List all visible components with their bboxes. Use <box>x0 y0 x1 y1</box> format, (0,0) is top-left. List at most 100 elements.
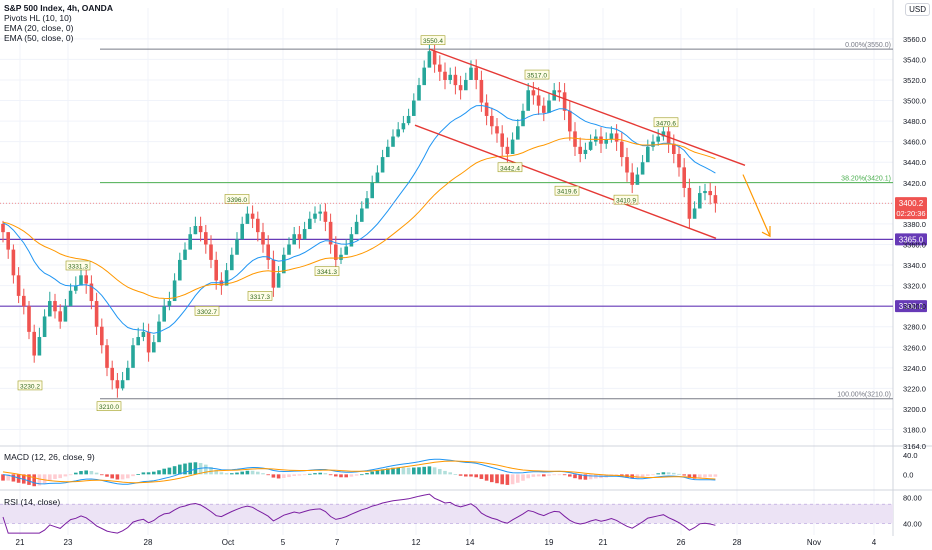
price-tick-label: 3560.0 <box>903 35 926 44</box>
candle-body <box>323 211 328 222</box>
indicator-pivots[interactable]: Pivots HL (10, 10) <box>4 13 72 23</box>
candle-body <box>573 131 577 147</box>
macd-histogram-bar <box>167 467 172 475</box>
macd-histogram-bar <box>344 474 348 478</box>
price-axis[interactable]: 3164.0 3180.0 3200.0 3220.0 3240.0 3260.0 3280… <box>0 35 927 451</box>
macd-histogram-bar <box>640 474 645 478</box>
candle-body <box>516 126 520 140</box>
macd-histogram-bar <box>48 474 52 481</box>
time-tick-label: 23 <box>64 538 73 547</box>
macd-histogram-bar <box>266 474 270 476</box>
macd-histogram-bar <box>297 474 302 476</box>
price-tick-label: 3520.0 <box>903 76 926 85</box>
pivot-value: 3410.9 <box>616 198 636 205</box>
indicator-ema50[interactable]: EMA (50, close, 0) <box>4 33 74 43</box>
macd-histogram-bar <box>474 474 478 478</box>
rsi-title[interactable]: RSI (14, close) <box>4 497 61 507</box>
candle-body <box>240 223 244 240</box>
candle-body <box>422 67 426 86</box>
candle-body <box>6 232 10 250</box>
candle-body <box>703 191 707 194</box>
currency-badge[interactable]: USD <box>905 3 930 16</box>
candle-body <box>458 85 463 91</box>
macd-histogram-bar <box>204 464 208 475</box>
time-tick-label: Oct <box>222 538 235 547</box>
candle-body <box>609 133 614 140</box>
candle-body <box>360 208 364 222</box>
macd-histogram-bar <box>672 472 676 475</box>
candle-body <box>453 74 458 86</box>
pivot-tag <box>17 380 43 391</box>
macd-histogram-bar <box>94 472 99 475</box>
pivot-value: 3442.4 <box>500 165 520 172</box>
macd-histogram-bar <box>583 474 588 480</box>
ema-lines <box>2 104 716 334</box>
macd-histogram-bar <box>651 474 655 476</box>
macd-histogram-bar <box>27 474 31 485</box>
candle-body <box>391 136 395 147</box>
descending-channel[interactable] <box>414 48 771 239</box>
candle-body <box>505 146 510 154</box>
channel-upper-line <box>429 48 746 166</box>
fibonacci-retracement[interactable]: 0.00%(3550.0) 38.20%(3420.1) 100.00%(3210.… <box>100 42 893 400</box>
candle-body <box>172 280 177 302</box>
level-price-label: 3300.0 <box>899 302 924 311</box>
macd-histogram-bar <box>547 474 551 476</box>
macd-histogram-bar <box>68 474 73 476</box>
candle-body <box>339 254 343 260</box>
price-tick-label: 3200.0 <box>903 405 926 414</box>
candle-body <box>536 95 541 106</box>
price-tick-label: 3220.0 <box>903 384 926 393</box>
candle-body <box>68 290 73 307</box>
macd-histogram-bar <box>375 470 380 475</box>
candle-body <box>599 136 603 144</box>
macd-histogram-bar <box>656 473 660 475</box>
pivot-value: 3470.6 <box>656 120 676 127</box>
candle-body <box>250 213 255 219</box>
indicator-ema20[interactable]: EMA (20, close, 0) <box>4 23 74 33</box>
candle-body <box>484 102 489 116</box>
candle-body <box>443 71 447 80</box>
macd-histogram-bar <box>500 474 504 485</box>
pivot-value: 3341.3 <box>317 269 337 276</box>
level-price-tag <box>895 300 927 313</box>
candle-body <box>583 149 588 154</box>
candle-body <box>438 64 442 72</box>
candle-body <box>635 174 640 185</box>
time-axis[interactable]: 21 23 28 Oct 5 7 12 14 19 21 26 28 Nov 4 <box>16 538 877 547</box>
macd-title[interactable]: MACD (12, 26, close, 9) <box>4 452 95 462</box>
last-price-label: 3400.2 <box>899 199 924 208</box>
candle-body <box>672 143 676 154</box>
candle-body <box>48 301 52 317</box>
candle-body <box>22 295 26 307</box>
candlestick-series <box>1 42 718 398</box>
rsi-line <box>2 493 716 534</box>
candle-body <box>193 225 198 235</box>
candle-body <box>120 380 125 389</box>
macd-histogram-bar <box>521 474 525 481</box>
macd-histogram-bar <box>505 474 510 485</box>
candle-body <box>562 92 567 111</box>
candle-body <box>375 172 380 183</box>
macd-histogram-bar <box>32 474 36 487</box>
candle-body <box>167 301 172 307</box>
macd-histogram-bar <box>224 473 229 475</box>
pivot-value: 3317.3 <box>250 294 270 301</box>
candle-body <box>656 136 660 142</box>
macd-histogram-bar <box>79 471 83 475</box>
candle-body <box>297 234 302 240</box>
candle-body <box>568 110 572 132</box>
candle-body <box>698 193 702 209</box>
macd-histogram-bar <box>490 474 494 483</box>
macd-histogram-bar <box>308 473 312 475</box>
macd-histogram-bar <box>588 474 593 480</box>
macd-histogram-bar <box>698 474 702 479</box>
macd-histogram-bar <box>703 474 707 478</box>
candle-body <box>58 311 62 322</box>
fib-level-label: 38.20%(3420.1) <box>841 176 891 183</box>
macd-histogram-bar <box>448 472 452 475</box>
horizontal-levels[interactable]: 3365.0 3300.0 <box>0 233 927 313</box>
candle-body <box>620 141 624 158</box>
pivot-tag <box>224 194 250 204</box>
